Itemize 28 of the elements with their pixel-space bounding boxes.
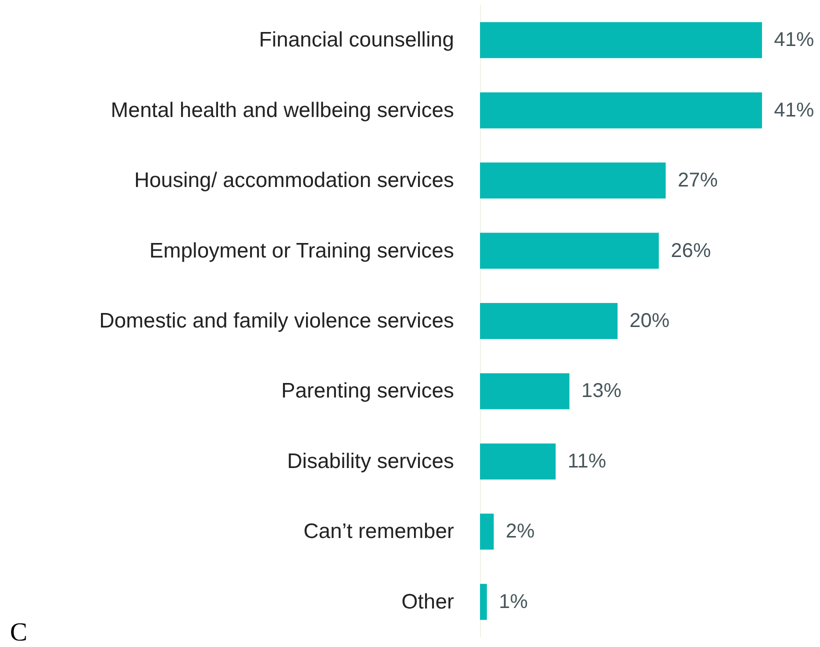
y-tick-label: Mental health and wellbeing services bbox=[110, 98, 454, 122]
data-label: 41% bbox=[774, 99, 814, 122]
data-label: 41% bbox=[774, 29, 814, 52]
data-label: 26% bbox=[670, 240, 712, 262]
bar bbox=[480, 92, 762, 128]
y-tick-label: Disability services bbox=[287, 450, 454, 473]
y-tick-label: Can’t remember bbox=[303, 520, 454, 544]
bar bbox=[480, 443, 556, 480]
y-tick-label: Housing/ accommodation services bbox=[134, 169, 454, 192]
y-tick-label: Employment or Training services bbox=[149, 239, 454, 262]
y-tick-label: Financial counselling bbox=[259, 28, 454, 52]
y-tick-label: Other bbox=[401, 590, 454, 614]
y-tick-label: Domestic and family violence services bbox=[99, 310, 454, 332]
data-label: 1% bbox=[498, 590, 528, 613]
data-label: 11% bbox=[568, 450, 606, 472]
bar bbox=[480, 373, 570, 410]
text: C bbox=[10, 618, 28, 646]
data-label: 20% bbox=[630, 310, 670, 332]
y-tick-label: Parenting services bbox=[281, 380, 454, 403]
bar bbox=[480, 584, 487, 620]
bar bbox=[480, 514, 494, 550]
data-label: 2% bbox=[506, 520, 535, 543]
data-label: 27% bbox=[678, 170, 718, 192]
bar bbox=[480, 303, 618, 339]
data-label: 13% bbox=[581, 380, 622, 402]
bar bbox=[480, 162, 666, 199]
bar bbox=[480, 22, 762, 58]
bar bbox=[480, 232, 659, 269]
